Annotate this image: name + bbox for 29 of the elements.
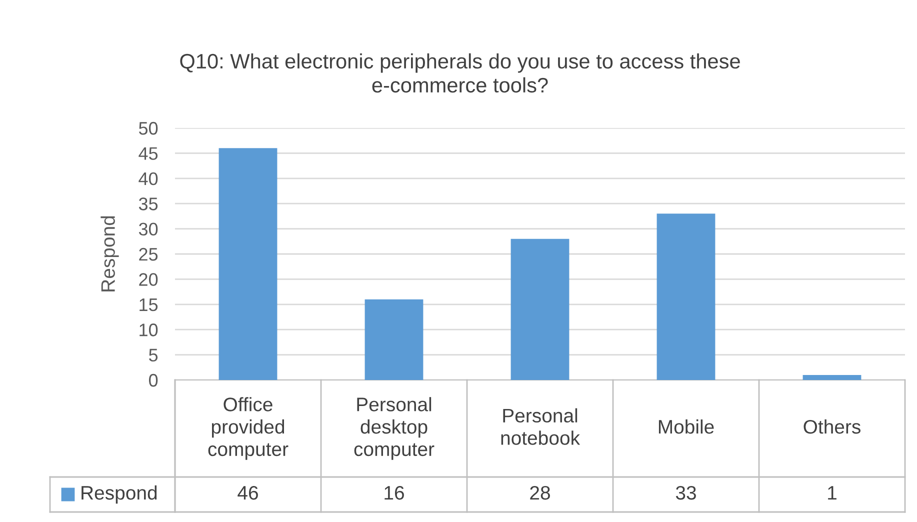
x-tick-label: Office provided computer <box>208 397 288 460</box>
y-tick-label: 45 <box>138 147 158 160</box>
bar <box>510 238 570 380</box>
data-label: 33 <box>676 486 696 500</box>
legend-label: Respond <box>82 485 157 504</box>
y-tick-label: 10 <box>140 324 158 336</box>
chart-title: Q10: What electronic peripherals do you use to access these e-commerce tools? <box>180 53 740 93</box>
bar <box>364 299 424 380</box>
y-tick-label: 25 <box>139 248 158 261</box>
y-tick-label: 15 <box>140 298 158 312</box>
data-label: 28 <box>530 486 550 500</box>
x-tick-label: Personal desktop computer <box>354 397 434 460</box>
bar <box>218 148 278 380</box>
y-tick-label: 5 <box>149 348 158 362</box>
x-tick-label: Personal notebook <box>501 408 580 445</box>
y-axis-title: Respond <box>100 216 119 292</box>
y-tick-label: 35 <box>138 198 158 210</box>
x-tick-label: Others <box>804 419 860 434</box>
y-tick-label: 20 <box>139 273 158 286</box>
y-tick-label: 40 <box>138 172 158 186</box>
bar <box>802 374 862 380</box>
y-tick-label: 50 <box>138 122 158 135</box>
data-label: 1 <box>828 486 836 500</box>
bar <box>656 214 716 380</box>
y-tick-label: 30 <box>138 222 158 236</box>
y-tick-label: 0 <box>149 374 158 387</box>
data-label: 16 <box>384 486 404 500</box>
data-label: 46 <box>238 486 258 500</box>
x-tick-label: Mobile <box>658 419 714 434</box>
